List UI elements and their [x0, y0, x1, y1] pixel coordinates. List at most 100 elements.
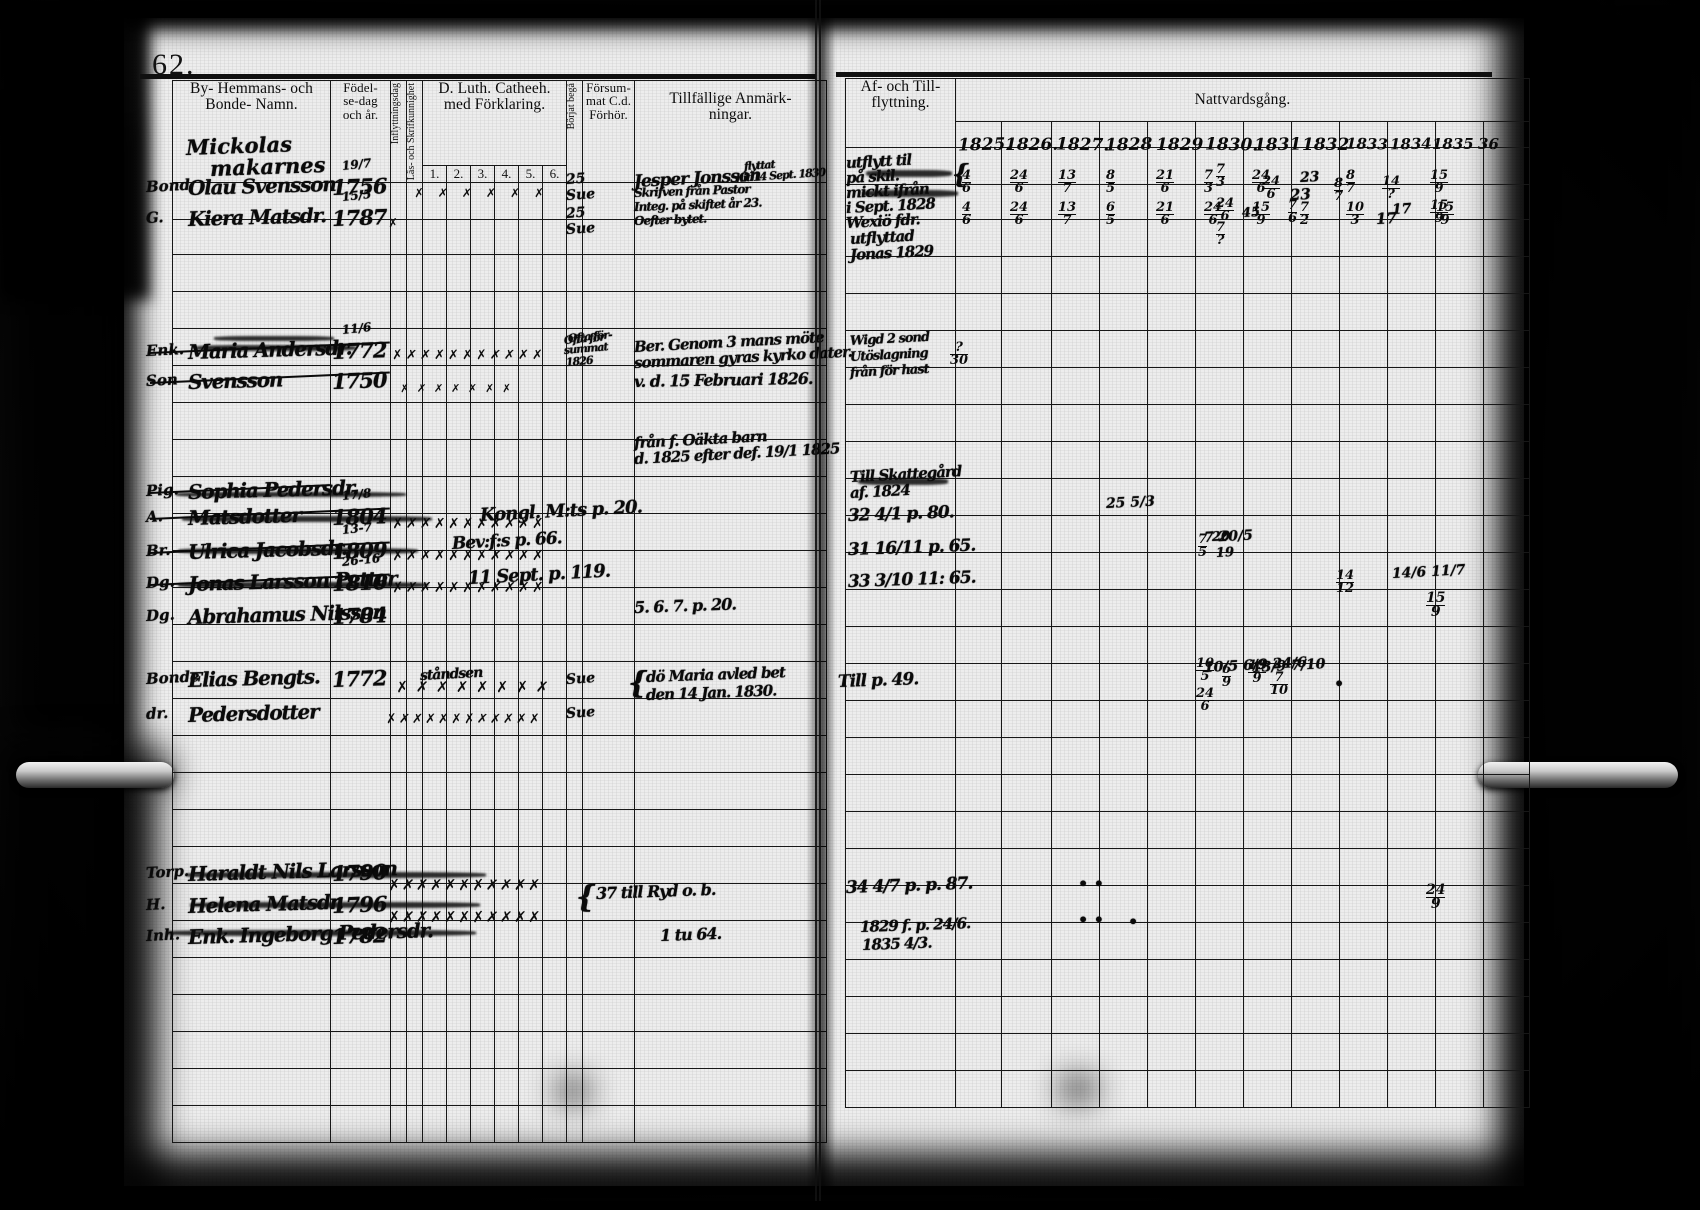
remark-literacy: ståndsen — [419, 664, 483, 684]
catechism-mark: ✗ — [495, 677, 510, 697]
left-page-table: By- Hemmans- och Bonde- Namn. Födel- se-… — [172, 79, 827, 1144]
table-row — [845, 996, 1530, 1034]
remark-text: { — [628, 666, 648, 701]
col-header-nattvardsgang-label: Nattvardsgång. — [1194, 91, 1291, 109]
catechism-mark: ✗ — [513, 875, 527, 895]
table-row — [845, 219, 1530, 257]
communion-mark: 20 — [1211, 529, 1231, 545]
catechism-mark: ✗ — [416, 381, 427, 396]
communion-year-label: 1829 — [1156, 135, 1204, 155]
table-row — [172, 1068, 827, 1107]
table-row — [172, 772, 827, 811]
catechism-mark: ✗ — [405, 347, 418, 364]
table-row — [845, 737, 1530, 775]
catechism-mark: ✗ — [463, 711, 476, 728]
communion-mark: 19 — [1215, 545, 1235, 561]
catechism-mark: ✗ — [476, 711, 489, 728]
communion-mark: 15 9 — [1430, 168, 1449, 197]
col-header-flyttning-line2: flyttning. — [871, 93, 930, 111]
left-top-rule — [140, 74, 816, 79]
table-row — [172, 994, 827, 1033]
table-row — [172, 328, 827, 367]
table-row — [172, 846, 827, 885]
remark-forhor: Sue — [565, 219, 596, 238]
catechism-mark: ✗ — [461, 515, 475, 533]
ink-blot — [214, 336, 334, 341]
catechism-mark: ✗ — [515, 677, 530, 697]
communion-year-label: 1834 — [1389, 134, 1432, 154]
communion-year-label: 1832 — [1302, 135, 1350, 155]
catechism-mark: ✗ — [443, 875, 457, 895]
communion-year-cell — [1387, 121, 1436, 148]
catechism-mark: ✗ — [457, 875, 472, 895]
ink-blot — [862, 190, 958, 197]
col-header-catechism-line2: med Förklaring. — [443, 95, 546, 113]
catechism-sub-2: 2. — [446, 165, 471, 184]
catechism-mark: ✗ — [513, 907, 527, 927]
col-header-flyttning-line1: Af- och Till- — [860, 78, 941, 95]
catechism-mark: ✗ — [501, 381, 512, 396]
edge-smudge-right — [1496, 0, 1700, 1201]
catechism-mark: ✗ — [447, 347, 460, 364]
entry-birth-year: 1772 — [331, 665, 387, 692]
communion-year-label: 1827. — [1055, 134, 1110, 156]
remark-text: Oefter bytet. — [633, 211, 707, 228]
entry-name: Pedersdotter — [187, 699, 319, 727]
catechism-mark: ✗ — [471, 907, 486, 927]
catechism-mark: ✗ — [447, 579, 460, 597]
col-header-forhor-line2: mat C.d. — [585, 93, 632, 109]
communion-mark: 10 3 — [1346, 200, 1365, 229]
communion-year-row — [846, 121, 1530, 148]
catechism-mark: ✗ — [450, 381, 461, 396]
col-header-communion-start: Börjat begå — [566, 79, 583, 184]
catechism-mark: ✗ — [401, 875, 416, 895]
catechism-mark: ✗ — [450, 711, 463, 728]
ink-blot — [182, 516, 432, 522]
catechism-mark: ✗ — [489, 347, 502, 364]
communion-year-label: 1835 — [1432, 135, 1474, 153]
communion-mark: 15 9 — [1252, 200, 1271, 229]
col-header-remarks-line2: ningar. — [708, 105, 753, 123]
table-row — [172, 920, 827, 959]
ink-blot — [176, 492, 406, 497]
register-table-left: By- Hemmans- och Bonde- Namn. Födel- se-… — [172, 79, 827, 1144]
communion-year-label: 1826. — [1005, 135, 1059, 155]
communion-year-label: 1825. — [957, 134, 1012, 156]
table-row — [172, 365, 827, 404]
communion-year-label: 1830. — [1204, 134, 1259, 156]
col-header-names-line1: By- Hemmans- och — [190, 80, 313, 97]
table-row — [172, 254, 827, 293]
communion-year-label: 1831 — [1253, 134, 1302, 156]
communion-mark: 25 5/3 — [1105, 493, 1156, 512]
ink-blot — [166, 930, 476, 936]
right-page-table: Af- och Till- flyttning. Nattvardsgång. — [845, 78, 1530, 1108]
catechism-sub-1: 1. — [422, 165, 447, 184]
catechism-mark: ✗ — [391, 347, 404, 364]
col-header-forhor: Försum- mat C.d. Förhör. — [582, 79, 635, 184]
communion-mark: 24 6 — [1196, 686, 1215, 715]
catechism-sub-6: 6. — [542, 165, 567, 184]
catechism-mark: ✗ — [415, 907, 430, 927]
col-header-birth: Födel- se-dag och år. — [330, 79, 391, 184]
catechism-mark: ✗ — [461, 347, 474, 364]
catechism-mark: ✗ — [499, 907, 514, 927]
catechism-mark: ✗ — [467, 381, 478, 396]
catechism-mark: ✗ — [461, 185, 473, 201]
table-row — [172, 809, 827, 848]
communion-mark: 7? — [1216, 220, 1226, 249]
entry-role: G. — [145, 208, 164, 227]
remark-forhor: 25 — [565, 204, 586, 222]
flytt-note: 32 4/1 p. 80. — [847, 502, 954, 526]
communion-year-label: 1828 — [1104, 134, 1153, 156]
gutter-binding — [812, 0, 824, 1201]
catechism-mark: ✗ — [385, 711, 398, 728]
catechism-mark: ✗ — [437, 185, 449, 201]
communion-year-cell — [1147, 121, 1196, 148]
table-row — [845, 404, 1530, 442]
